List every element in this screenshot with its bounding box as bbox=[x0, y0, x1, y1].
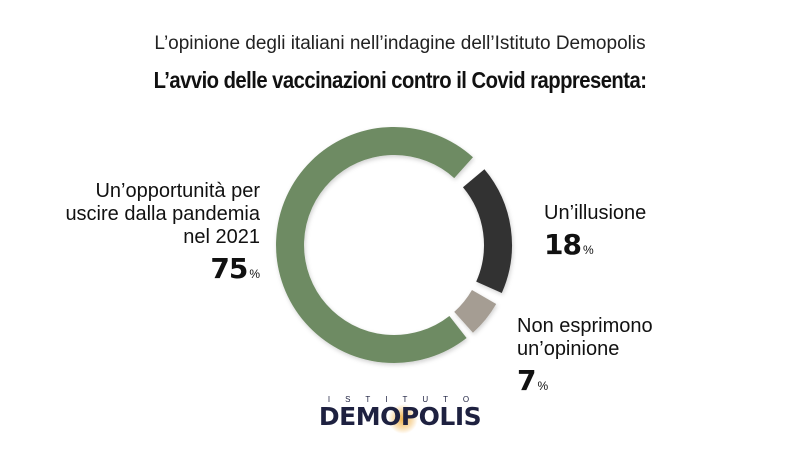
label-opportunity: Un’opportunità per uscire dalla pandemia… bbox=[30, 180, 260, 286]
label-line: un’opinione bbox=[517, 338, 620, 360]
label-illusion: Un’illusione 18% bbox=[544, 202, 646, 262]
logo-main-text: DEMOPOLIS bbox=[318, 402, 482, 431]
logo-glow-icon bbox=[388, 404, 418, 434]
chart-subtitle: L’opinione degli italiani nell’indagine … bbox=[154, 33, 646, 54]
chart-title: L’avvio delle vaccinazioni contro il Cov… bbox=[153, 67, 647, 93]
value-illusion: 18 bbox=[544, 228, 582, 261]
label-line: Un’opportunità per bbox=[95, 180, 260, 202]
label-line: uscire dalla pandemia bbox=[65, 203, 260, 225]
segment-opportunity bbox=[276, 127, 473, 363]
value-no-opinion: 7 bbox=[517, 364, 537, 397]
percent-sign: % bbox=[582, 243, 594, 257]
demopolis-logo: ISTITUTO DEMOPOLIS bbox=[300, 395, 500, 434]
label-line: Un’illusione bbox=[544, 202, 647, 224]
percent-sign: % bbox=[537, 379, 549, 393]
label-no-opinion: Non esprimono un’opinione 7% bbox=[517, 315, 653, 398]
label-line: Non esprimono bbox=[517, 315, 653, 337]
percent-sign: % bbox=[249, 267, 260, 281]
value-opportunity: 75 bbox=[210, 252, 248, 285]
donut-chart bbox=[276, 127, 512, 363]
logo-top-text: ISTITUTO bbox=[327, 395, 485, 404]
segment-no-opinion bbox=[453, 289, 497, 333]
label-line: nel 2021 bbox=[183, 226, 260, 248]
segment-illusion bbox=[462, 169, 512, 293]
